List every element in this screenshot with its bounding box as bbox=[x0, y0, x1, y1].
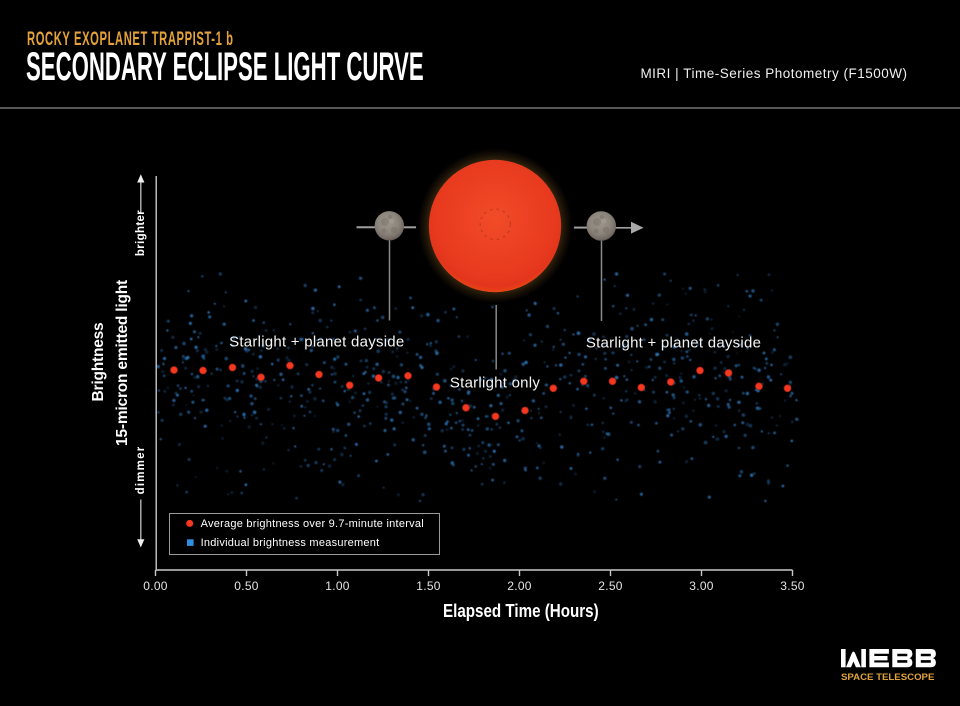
svg-text:SPACE TELESCOPE: SPACE TELESCOPE bbox=[841, 672, 934, 682]
